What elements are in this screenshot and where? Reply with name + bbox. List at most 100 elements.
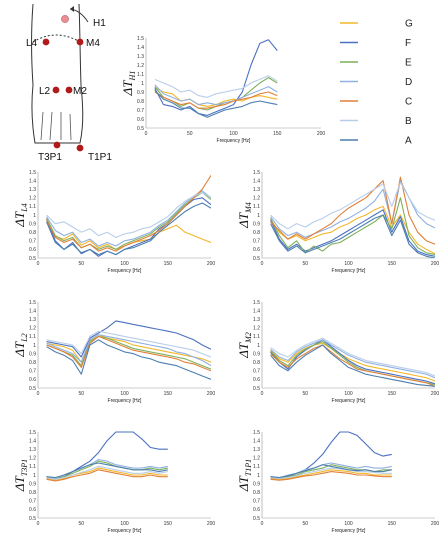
y-tick-label: 1.4 (29, 178, 36, 184)
y-tick-label: 0.9 (137, 90, 144, 96)
x-tick-label: 0 (261, 391, 264, 397)
y-tick-label: 1.3 (253, 447, 260, 453)
label-t1p1: T1P1 (88, 152, 112, 163)
series-line-c (46, 335, 211, 372)
y-tick-label: 1.5 (253, 170, 260, 176)
y-tick-label: 0.7 (253, 499, 260, 505)
x-tick-label: 150 (164, 391, 173, 397)
y-tick-label: 0.5 (253, 256, 260, 262)
legend-label-f: F (405, 38, 411, 49)
marker-t1p1 (76, 144, 84, 152)
y-tick-label: 1.1 (29, 464, 36, 470)
y-axis-label: ΔTL2 (12, 333, 29, 357)
y-tick-label: 0.8 (29, 230, 36, 236)
x-tick-label: 100 (120, 521, 129, 527)
y-tick-label: 1.4 (137, 45, 144, 51)
y-tick-label: 0.5 (29, 516, 36, 522)
y-axis-label: ΔTT3P1 (12, 459, 29, 492)
series-line-a (46, 339, 211, 380)
panel-l2: 0.5 0.6 0.7 0.8 0.9 1 1.1 1.2 1.3 1.4 1.5 0 50 100 150… (12, 300, 215, 404)
y-tick-label: 1.3 (29, 187, 36, 193)
legend-label-a: A (405, 136, 412, 147)
y-tick-label: 1.1 (253, 464, 260, 470)
x-tick-label: 200 (207, 391, 216, 397)
y-tick-label: 1 (257, 473, 260, 479)
y-tick-label: 0.8 (29, 490, 36, 496)
toe-lines (40, 111, 72, 141)
y-tick-label: 0.5 (253, 386, 260, 392)
y-tick-label: 0.9 (29, 351, 36, 357)
x-axis-label: Frequency [Hz] (108, 398, 143, 404)
series-line-b (46, 192, 211, 238)
series-line-g (270, 469, 392, 480)
series-line-c (270, 176, 435, 245)
series-line-e (46, 460, 168, 480)
y-tick-label: 0.9 (253, 221, 260, 227)
label-m4: M4 (86, 38, 100, 49)
y-tick-label: 1.1 (253, 204, 260, 210)
x-tick-label: 200 (207, 261, 216, 267)
x-axis-label: Frequency [Hz] (332, 528, 367, 534)
y-tick-label: 1.5 (253, 300, 260, 306)
y-tick-label: 0.8 (253, 230, 260, 236)
x-tick-label: 100 (120, 261, 129, 267)
y-tick-label: 0.6 (29, 247, 36, 253)
y-tick-label: 0.5 (29, 386, 36, 392)
series-line-g (46, 334, 211, 363)
series-group (270, 176, 435, 258)
y-tick-label: 0.7 (253, 239, 260, 245)
y-tick-label: 1.3 (29, 447, 36, 453)
marker-h1 (61, 15, 69, 23)
series-line-c (46, 175, 211, 252)
y-tick-label: 0.7 (137, 108, 144, 114)
x-tick-label: 200 (317, 131, 326, 137)
y-tick-label: 1.5 (29, 300, 36, 306)
y-tick-label: 1.5 (29, 430, 36, 436)
y-tick-label: 0.8 (253, 360, 260, 366)
y-tick-label: 0.6 (253, 377, 260, 383)
y-tick-label: 1 (141, 81, 144, 87)
series-line-b (154, 75, 278, 98)
x-tick-label: 50 (302, 261, 308, 267)
series-line-f (270, 209, 435, 257)
y-axis-label: ΔTM4 (236, 202, 253, 229)
y-tick-label: 1.2 (253, 326, 260, 332)
y-tick-label: 1.3 (253, 187, 260, 193)
y-tick-label: 1.2 (29, 326, 36, 332)
y-axis-label: ΔTM2 (236, 332, 253, 359)
foot-outline (31, 3, 84, 144)
series-line-a (270, 464, 392, 479)
y-tick-label: 1 (33, 343, 36, 349)
marker-t3p1 (53, 141, 61, 149)
y-tick-label: 1.1 (29, 204, 36, 210)
legend-label-g: G (405, 19, 413, 30)
marker-m4 (76, 38, 84, 46)
y-tick-label: 1.2 (29, 196, 36, 202)
x-tick-label: 150 (388, 391, 397, 397)
y-tick-label: 1.2 (253, 196, 260, 202)
x-tick-label: 150 (388, 521, 397, 527)
x-tick-label: 50 (187, 131, 193, 137)
y-tick-label: 1.4 (253, 438, 260, 444)
x-tick-label: 100 (344, 261, 353, 267)
y-tick-label: 1.5 (253, 430, 260, 436)
y-axis-label: ΔTT1P1 (236, 459, 253, 492)
y-tick-label: 0.9 (29, 221, 36, 227)
x-axis-label: Frequency [Hz] (108, 268, 143, 274)
series-line-c (270, 471, 392, 481)
y-tick-label: 0.7 (29, 499, 36, 505)
x-tick-label: 200 (431, 391, 440, 397)
y-tick-label: 1.4 (253, 178, 260, 184)
x-tick-label: 0 (145, 131, 148, 137)
series-line-e (46, 335, 211, 370)
series-line-g (270, 342, 435, 382)
heel-arc (32, 34, 81, 43)
x-tick-label: 100 (229, 131, 238, 137)
y-tick-label: 0.9 (29, 481, 36, 487)
label-m2: M2 (73, 86, 87, 97)
y-tick-label: 0.9 (253, 351, 260, 357)
marker-l2 (52, 86, 60, 94)
y-tick-label: 1.2 (29, 456, 36, 462)
x-tick-label: 0 (37, 391, 40, 397)
